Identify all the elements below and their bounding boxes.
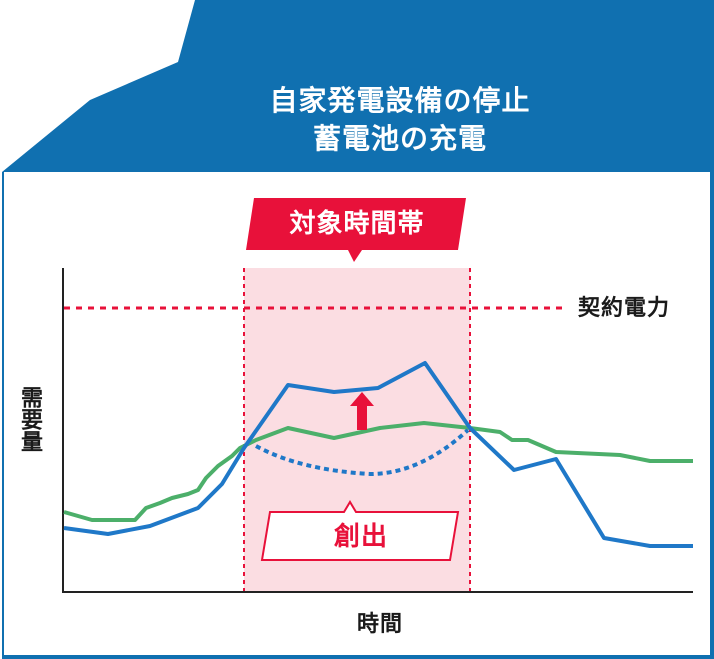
target-period-tag — [246, 198, 466, 262]
y-axis-label: 需要量 — [17, 386, 42, 452]
heading-line-2: 蓄電池の充電 — [312, 122, 487, 155]
demand-line — [63, 361, 693, 548]
generation-tag — [260, 500, 460, 561]
contract-power-label: 契約電力 — [578, 296, 671, 321]
generation-label: 創出 — [333, 522, 388, 552]
green-line — [63, 421, 693, 522]
up-arrow — [350, 392, 374, 430]
heading-line-1: 自家発電設備の停止 — [269, 84, 531, 117]
target-period-label: 対象時間帯 — [289, 209, 425, 239]
x-axis-label: 時間 — [356, 612, 403, 637]
reduced-demand-dotted-line — [255, 428, 470, 477]
